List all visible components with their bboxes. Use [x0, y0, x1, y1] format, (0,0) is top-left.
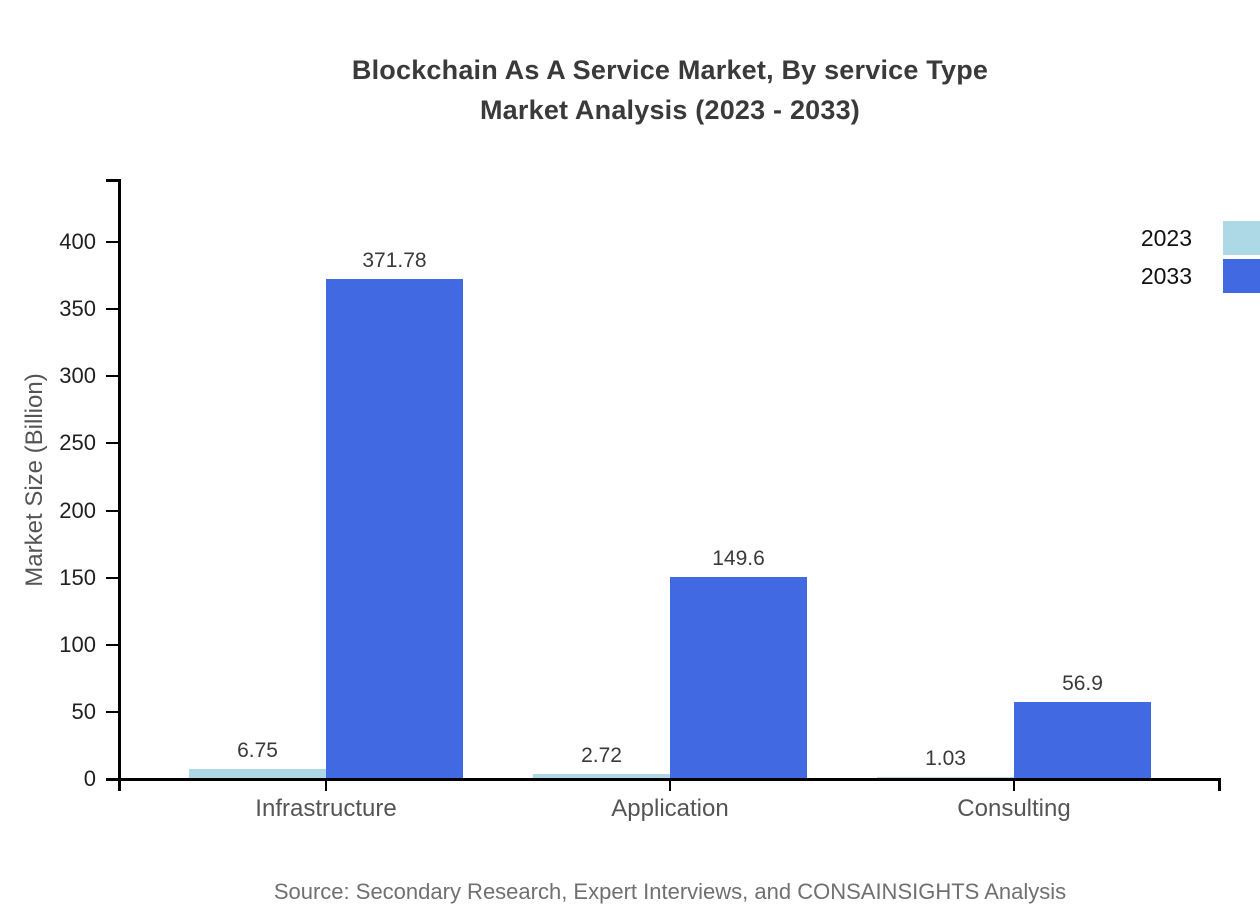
category-label: Infrastructure: [255, 795, 397, 822]
y-tick-label: 0: [83, 766, 96, 791]
y-tick-label: 50: [71, 698, 96, 724]
y-axis-label: Market Size (Billion): [21, 373, 48, 587]
source-note: Source: Secondary Research, Expert Inter…: [273, 879, 1067, 904]
y-tick: [106, 778, 118, 780]
axis-bottom-spine: [106, 778, 1221, 781]
x-tick: [669, 778, 671, 791]
value-label: 371.78: [362, 248, 427, 272]
legend-label-2033: 2033: [1140, 263, 1192, 289]
bar-2023-application: [533, 774, 670, 778]
y-tick: [106, 375, 118, 378]
category-label: Application: [611, 795, 729, 822]
y-tick: [106, 643, 118, 646]
bar-2033-application: [670, 577, 807, 778]
value-label: 149.6: [712, 547, 765, 571]
chart-title-line2: Market Analysis (2023 - 2033): [479, 95, 861, 125]
bar-2023-consulting: [877, 776, 1014, 778]
legend-swatch-2033: [1223, 259, 1260, 293]
value-label: 1.03: [925, 746, 966, 770]
value-label: 2.72: [581, 744, 622, 768]
y-tick-label: 100: [59, 631, 96, 657]
chart-title: Blockchain As A Service Market, By servi…: [352, 50, 988, 130]
y-tick-label: 250: [59, 430, 96, 456]
value-label: 6.75: [237, 738, 278, 762]
x-tick: [325, 778, 327, 791]
axis-end-tick-top: [106, 179, 118, 182]
bar-2023-infrastructure: [189, 768, 326, 778]
value-label: 56.9: [1062, 671, 1103, 695]
y-tick: [106, 576, 118, 579]
x-tick: [1013, 778, 1015, 791]
legend-label-2023: 2023: [1140, 225, 1192, 251]
y-tick: [106, 308, 118, 311]
chart-title-line1: Blockchain As A Service Market, By servi…: [351, 55, 989, 85]
y-tick: [106, 710, 118, 713]
y-tick: [106, 442, 118, 445]
y-tick-label: 300: [59, 363, 96, 389]
y-tick-label: 400: [59, 229, 96, 254]
y-tick-label: 150: [59, 564, 96, 590]
axis-left-spine: [118, 179, 121, 791]
y-tick: [106, 509, 118, 512]
y-tick-label: 350: [59, 296, 96, 322]
y-tick: [106, 241, 118, 243]
axis-end-tick-right: [1218, 778, 1221, 791]
category-label: Consulting: [957, 795, 1071, 822]
bar-2033-infrastructure: [326, 278, 463, 778]
legend-swatch-2023: [1223, 221, 1260, 255]
y-tick-label: 200: [59, 497, 96, 523]
bar-2033-consulting: [1014, 701, 1151, 778]
